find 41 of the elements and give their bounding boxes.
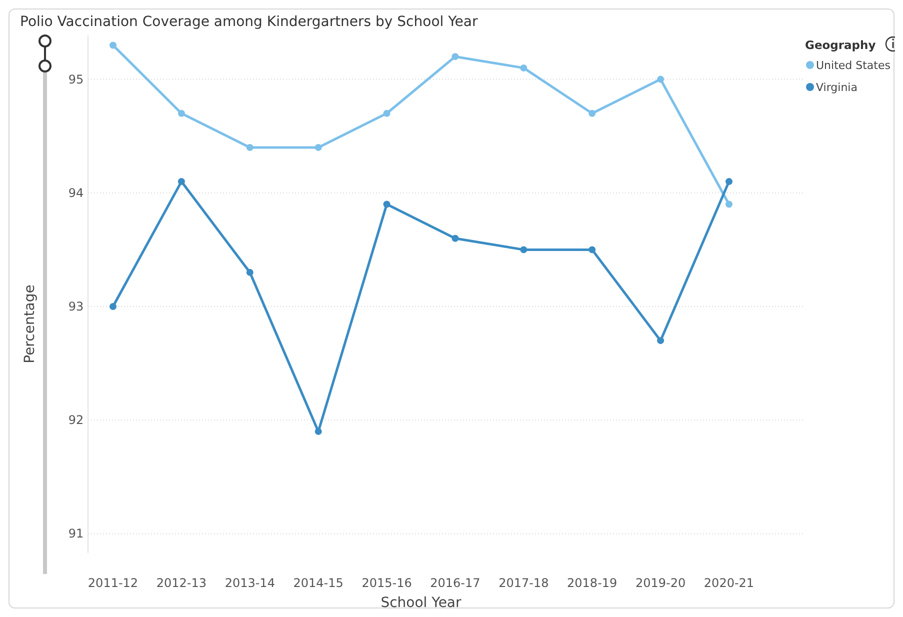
- legend-label: United States: [816, 59, 891, 72]
- point: [452, 53, 459, 60]
- point: [314, 428, 322, 435]
- point: [520, 64, 528, 72]
- point: [588, 110, 596, 117]
- x-tick-label: 2017-18: [498, 576, 549, 590]
- y-tick-label: 95: [68, 72, 84, 86]
- y-tick-label: 91: [68, 526, 84, 541]
- point: [178, 178, 185, 186]
- point: [110, 302, 116, 310]
- y-tick-label: 94: [68, 186, 84, 200]
- x-tick-label: 2013-14: [224, 576, 275, 590]
- point: [657, 337, 664, 344]
- point: [314, 144, 322, 151]
- x-tick-label: 2016-17: [430, 576, 480, 590]
- y-tick-label: 93: [68, 299, 84, 314]
- x-tick-label: 2015-16: [362, 576, 412, 590]
- point: [452, 234, 459, 242]
- point: [383, 110, 390, 117]
- x-axis-title: School Year: [380, 595, 462, 611]
- point: [726, 178, 732, 186]
- point: [246, 268, 254, 276]
- point: [520, 246, 528, 254]
- x-tick-label: 2012-13: [156, 576, 207, 590]
- x-tick-label: 2019-20: [635, 576, 686, 590]
- legend-label: Virginia: [816, 81, 858, 94]
- x-tick-label: 2020-21: [704, 576, 754, 590]
- point: [110, 42, 116, 49]
- point: [726, 200, 732, 208]
- point: [178, 110, 185, 117]
- x-tick-label: 2014-15: [293, 576, 344, 590]
- point: [657, 76, 664, 83]
- y-axis-title: Percentage: [22, 284, 38, 364]
- x-tick-label: 2018-19: [567, 576, 618, 590]
- point: [383, 200, 390, 208]
- chart-title: Polio Vaccination Coverage among Kindergartners by School Year: [20, 14, 478, 30]
- point: [246, 144, 254, 151]
- x-tick-label: 2011-12: [88, 576, 138, 590]
- point: [588, 246, 596, 254]
- legend-title: Geography: [805, 38, 876, 52]
- y-tick-label: 92: [68, 413, 84, 428]
